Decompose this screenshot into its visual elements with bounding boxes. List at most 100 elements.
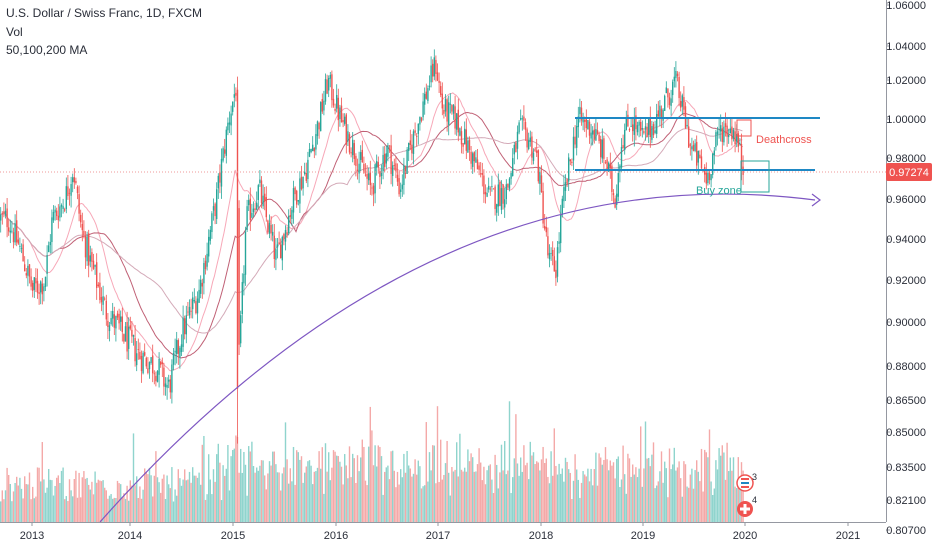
- volume-bar: [342, 484, 344, 522]
- candle: [480, 162, 482, 178]
- volume-bar: [721, 445, 723, 522]
- candle: [390, 134, 392, 185]
- volume-bar: [131, 485, 133, 522]
- candle: [72, 173, 74, 193]
- buy-zone-box[interactable]: [740, 160, 770, 193]
- volume-bar: [264, 475, 266, 522]
- candle: [379, 168, 381, 190]
- candle: [356, 158, 359, 180]
- volume-bar: [262, 460, 264, 522]
- volume-bar: [49, 479, 51, 522]
- volume-bar: [300, 456, 303, 522]
- volume-bar: [577, 479, 579, 522]
- candle: [460, 126, 463, 154]
- volume-bar: [436, 406, 439, 522]
- price-tick-label: 0.83500: [886, 462, 926, 474]
- volume-bar: [244, 464, 247, 522]
- candle: [214, 202, 216, 225]
- volume-bar: [438, 482, 440, 522]
- candle: [689, 142, 691, 156]
- candle: [361, 140, 363, 163]
- candle: [692, 140, 695, 152]
- volume-bar: [120, 484, 122, 522]
- volume-bar: [713, 488, 715, 522]
- volume-bar: [0, 501, 2, 522]
- candle: [596, 122, 599, 135]
- candle: [211, 211, 213, 239]
- volume-bar: [476, 464, 479, 522]
- volume-bar: [672, 464, 674, 522]
- volume-bar: [260, 460, 263, 522]
- candle: [705, 162, 707, 190]
- candle: [4, 203, 7, 219]
- candle: [347, 124, 349, 147]
- volume-bar: [75, 470, 77, 522]
- candle: [555, 260, 557, 286]
- candle: [396, 163, 399, 187]
- candle: [227, 117, 229, 136]
- volume-bar: [406, 450, 408, 522]
- candle: [179, 345, 181, 369]
- volume-bar: [40, 481, 42, 522]
- volume-bar: [459, 433, 461, 522]
- candle: [324, 73, 327, 105]
- candle: [648, 117, 650, 144]
- candle: [484, 184, 487, 204]
- candle: [654, 120, 656, 135]
- volume-bar: [568, 469, 570, 522]
- candle: [587, 119, 589, 130]
- volume-bar: [609, 460, 611, 522]
- candle: [446, 97, 448, 132]
- candle: [300, 165, 303, 191]
- candle: [483, 169, 485, 203]
- volume-bar: [376, 466, 378, 522]
- volume-bar: [372, 465, 375, 522]
- volume-bar: [25, 484, 27, 522]
- volume-bar: [654, 488, 656, 522]
- volume-bar: [404, 472, 407, 522]
- volume-bar: [420, 488, 423, 522]
- volume-bar: [246, 495, 248, 522]
- candle: [504, 187, 506, 218]
- volume-bar: [699, 481, 701, 522]
- candle: [417, 123, 419, 145]
- price-tick-label: 0.85000: [886, 427, 926, 439]
- candle: [30, 268, 32, 291]
- volume-bar: [484, 484, 487, 522]
- ma-50-line: [0, 92, 743, 372]
- volume-bar: [96, 482, 98, 522]
- volume-bar: [228, 490, 231, 522]
- price-axis[interactable]: 1.06000 1.04000 1.02000 1.00000 0.98000 0.960…: [886, 0, 926, 537]
- volume-bar: [456, 442, 458, 522]
- volume-bar: [460, 469, 463, 522]
- arc-curve[interactable]: [99, 193, 816, 522]
- candle: [502, 184, 504, 210]
- candle: [124, 321, 127, 342]
- swiss-cross-icon[interactable]: 4: [737, 495, 757, 517]
- flag-icon[interactable]: 3: [736, 472, 757, 492]
- volume-bar: [680, 478, 682, 522]
- volume-bar: [201, 444, 203, 522]
- volume-bar: [524, 465, 527, 522]
- volume-bar: [115, 498, 117, 522]
- volume-bar: [291, 481, 293, 522]
- candle: [297, 199, 299, 206]
- candle: [169, 375, 171, 399]
- deathcross-box[interactable]: [736, 119, 752, 137]
- volume-bar: [417, 460, 419, 522]
- time-axis[interactable]: 2013 2014 2015 2016 2017 2018 2019 2020 2021: [20, 522, 860, 542]
- volume-bar: [108, 495, 111, 522]
- volume-bar: [712, 494, 714, 522]
- candle: [552, 241, 554, 266]
- volume-bar: [78, 472, 80, 522]
- volume-bar: [664, 461, 666, 522]
- volume-bar: [700, 448, 703, 522]
- candle: [83, 220, 85, 239]
- volume-bar: [286, 459, 288, 522]
- candle: [1, 211, 3, 225]
- candle: [153, 370, 155, 385]
- candle: [673, 67, 675, 88]
- candle: [219, 164, 221, 194]
- volume-bar: [612, 462, 615, 522]
